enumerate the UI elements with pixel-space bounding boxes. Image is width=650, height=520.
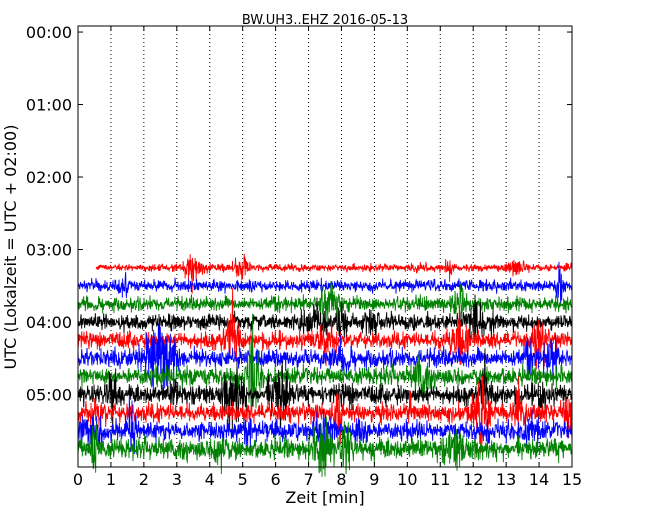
x-tick-label: 0 (73, 470, 83, 489)
trace-0545 (77, 416, 573, 477)
chart-title: BW.UH3..EHZ 2016-05-13 (242, 13, 408, 28)
x-tick-label: 2 (139, 470, 149, 489)
y-tick-label: 02:00 (26, 168, 72, 187)
x-tick-label: 12 (463, 470, 483, 489)
x-tick-label: 11 (430, 470, 450, 489)
y-tick-label: 00:00 (26, 23, 72, 42)
y-axis-label: UTC (Lokalzeit = UTC + 02:00) (1, 125, 20, 370)
y-tick-label: 04:00 (26, 313, 72, 332)
x-tick-label: 3 (172, 470, 182, 489)
traces-layer (77, 253, 573, 477)
y-tick-label: 01:00 (26, 96, 72, 115)
trace-0500 (77, 348, 573, 434)
trace-0345 (77, 280, 573, 334)
trace-0445 (77, 313, 573, 409)
y-tick-label: 03:00 (26, 241, 72, 260)
x-tick-label: 15 (562, 470, 582, 489)
grid-layer (110, 26, 540, 467)
y-tick-label: 05:00 (26, 386, 72, 405)
trace-0400 (77, 294, 573, 341)
trace-0430 (77, 323, 573, 400)
x-tick-label: 5 (238, 470, 248, 489)
x-tick-label: 10 (397, 470, 417, 489)
plot-frame (77, 25, 573, 468)
x-tick-label: 8 (336, 470, 346, 489)
x-tick-label: 6 (271, 470, 281, 489)
trace-0315 (95, 253, 573, 294)
ticks-layer: 0 1 2 3 4 5 6 7 8 9 10 11 12 13 14 1500:0001:0002:0003:… (26, 23, 582, 489)
x-tick-label: 13 (496, 470, 516, 489)
trace-0530 (77, 395, 573, 454)
trace-0330 (77, 261, 573, 305)
x-tick-label: 7 (303, 470, 313, 489)
x-tick-label: 1 (106, 470, 116, 489)
x-tick-label: 4 (205, 470, 215, 489)
x-tick-label: 14 (529, 470, 549, 489)
x-tick-label: 9 (369, 470, 379, 489)
x-axis-label: Zeit [min] (285, 488, 364, 507)
